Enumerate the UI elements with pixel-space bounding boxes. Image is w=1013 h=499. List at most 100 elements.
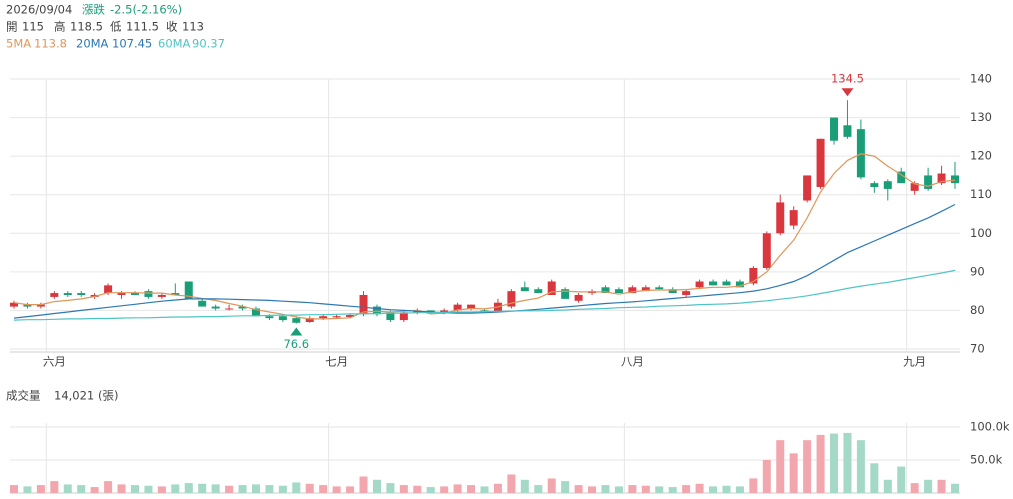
candle-body xyxy=(36,304,45,307)
y-tick-label: 130 xyxy=(970,110,992,124)
volume-bar xyxy=(722,485,731,493)
ma-name: 20MA xyxy=(76,37,109,51)
volume-bar xyxy=(695,483,704,493)
volume-bar xyxy=(493,483,502,493)
volume-bar xyxy=(413,485,422,493)
volume-bar xyxy=(534,485,543,493)
volume-bar xyxy=(735,486,744,493)
volume-bar xyxy=(332,486,341,493)
candle-body xyxy=(937,173,946,184)
volume-bar xyxy=(77,485,86,493)
candle-body xyxy=(883,181,892,189)
volume-bar xyxy=(803,440,812,493)
candle-body xyxy=(682,291,691,295)
ma-name: 60MA xyxy=(158,37,191,51)
candle-body xyxy=(561,289,570,299)
open-value: 115 xyxy=(22,20,44,34)
candle-body xyxy=(749,268,758,284)
candle-body xyxy=(332,316,341,318)
volume-bar xyxy=(588,486,597,493)
volume-bar xyxy=(870,463,879,493)
volume-bar xyxy=(225,485,234,493)
candle-body xyxy=(520,287,529,292)
date: 2026/09/04 xyxy=(6,3,72,17)
candle-body xyxy=(346,315,355,317)
header: 2026/09/04 漲跌 -2.5(-2.16%) 開 115 高 118.5… xyxy=(6,3,225,403)
candle-body xyxy=(440,310,449,313)
volume-bar xyxy=(305,483,314,493)
candle-body xyxy=(574,295,583,301)
candle-body xyxy=(399,312,408,321)
y-tick-label: 100 xyxy=(970,226,992,240)
low-label: 低 xyxy=(110,20,122,34)
annotation-arrow xyxy=(841,88,854,97)
volume-bar xyxy=(601,485,610,493)
volume-bar xyxy=(655,486,664,493)
volume-bar xyxy=(104,481,113,493)
candle-body xyxy=(762,233,771,268)
volume-bar xyxy=(211,484,220,493)
y-tick-label: 70 xyxy=(970,342,985,356)
candle-body xyxy=(897,171,906,184)
volume-bar xyxy=(278,485,287,493)
volume-bar xyxy=(561,481,570,493)
change-label: 漲跌 xyxy=(82,3,105,17)
candle-body xyxy=(278,316,287,321)
volume-bar xyxy=(144,485,153,493)
candle-body xyxy=(776,202,785,234)
candle-body xyxy=(63,293,72,295)
ma-line xyxy=(13,153,956,320)
volume-bar xyxy=(265,485,274,493)
volume-bar xyxy=(520,479,529,493)
candle-body xyxy=(641,287,650,292)
volume-bar xyxy=(453,484,462,493)
candle-body xyxy=(910,183,919,191)
volume-bar xyxy=(547,478,556,493)
volume-bar xyxy=(63,484,72,493)
candle-body xyxy=(23,304,32,307)
close-label: 收 xyxy=(166,20,178,34)
volume-bar xyxy=(843,432,852,493)
candle-body xyxy=(386,312,395,321)
volume-bar xyxy=(628,485,637,493)
candle-body xyxy=(117,293,126,295)
candle-body xyxy=(695,281,704,288)
volume-bar xyxy=(910,483,919,493)
y-tick-label: 120 xyxy=(970,149,992,163)
volume-bar xyxy=(372,479,381,493)
candle-body xyxy=(426,310,435,313)
volume-bar xyxy=(184,483,193,493)
candle-body xyxy=(614,289,623,294)
volume-bar xyxy=(36,485,45,493)
candle-body xyxy=(816,138,825,187)
y-tick-label: 110 xyxy=(970,187,992,201)
volume-bar xyxy=(251,484,260,493)
candle-body xyxy=(507,291,516,307)
candle-body xyxy=(547,281,556,295)
volume-bar xyxy=(238,485,247,493)
volume-bar xyxy=(749,478,758,493)
volume-bar xyxy=(130,485,139,493)
volume-bar xyxy=(117,484,126,493)
candle-body xyxy=(453,304,462,311)
volume-bar xyxy=(386,483,395,493)
candle-body xyxy=(265,316,274,319)
ma-line xyxy=(13,269,956,321)
x-tick-label: 七月 xyxy=(325,355,348,369)
ma-value: 90.37 xyxy=(192,37,225,51)
volume-bar xyxy=(897,466,906,493)
volume-bar xyxy=(319,485,328,493)
candle-body xyxy=(534,289,543,294)
volume-tick-label: 50.0k xyxy=(970,452,1003,466)
candle-body xyxy=(225,308,234,310)
annotation-label: 134.5 xyxy=(831,72,864,86)
annotation-arrow xyxy=(290,327,303,336)
ma-name: 5MA xyxy=(6,37,31,51)
x-tick-label: 八月 xyxy=(621,355,644,369)
volume-bar xyxy=(440,486,449,493)
candle-body xyxy=(184,281,193,299)
high-value: 118.5 xyxy=(70,20,103,34)
volume-bar xyxy=(198,483,207,493)
candle-body xyxy=(211,306,220,309)
candle-body xyxy=(238,306,247,309)
